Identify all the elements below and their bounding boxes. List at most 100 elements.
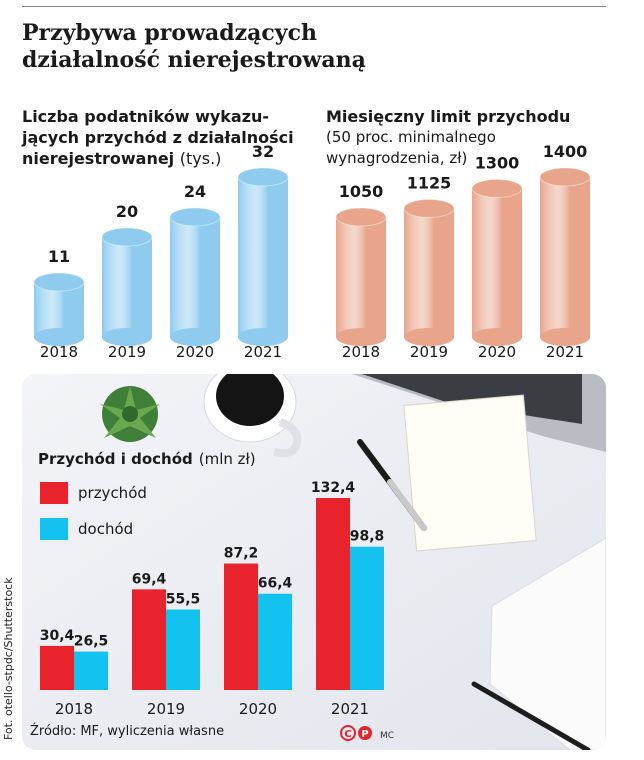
- photo-background: [22, 374, 606, 750]
- svg-text:P: P: [361, 729, 368, 740]
- year-label: 2021: [331, 700, 369, 718]
- cylinder-top: [237, 167, 289, 187]
- year-label: 2019: [410, 343, 448, 361]
- bar-value-label: 66,4: [258, 576, 293, 592]
- cylinder-base: [34, 328, 84, 346]
- year-label: 2020: [478, 343, 516, 361]
- year-label: 2021: [546, 343, 584, 361]
- copyright-logo: C P MC: [340, 725, 394, 741]
- value-label: 1400: [543, 142, 588, 161]
- cylinder-base: [540, 328, 590, 346]
- photo-credit: Fot. otello-stpdc/Shutterstock: [2, 577, 15, 740]
- year-label: 2018: [40, 343, 78, 361]
- legend-label: przychód: [78, 484, 147, 502]
- bar-value-label: 30,4: [40, 628, 75, 644]
- cylinder-shade: [170, 217, 220, 337]
- top-rule: [22, 6, 606, 7]
- bar-value-label: 87,2: [224, 546, 259, 562]
- year-label: 2020: [239, 700, 277, 718]
- cylinder-bar: [335, 207, 387, 346]
- cylinder-top: [471, 178, 523, 198]
- cylinder-shade: [472, 188, 522, 337]
- cylinder-shade: [102, 237, 152, 337]
- cylinder-base: [102, 328, 152, 346]
- legend-swatch: [40, 482, 68, 504]
- bar-chart-title: Przychód i dochód (mln zł): [38, 450, 256, 468]
- cylinder-shade: [404, 208, 454, 337]
- left-title-line-1: Liczba podatników wykazu-: [22, 107, 270, 126]
- cylinder-base: [336, 328, 386, 346]
- legend-label: dochód: [78, 520, 133, 538]
- author-signature: MC: [380, 731, 394, 741]
- cylinder-bar: [169, 207, 221, 346]
- cylinder-shade: [238, 177, 288, 337]
- bar-value-label: 69,4: [132, 571, 167, 587]
- desk-photo-illustration: [22, 374, 606, 750]
- right-chart-title: Miesięczny limit przychodu: [326, 107, 571, 126]
- pencil-icon: [471, 681, 591, 750]
- cylinder-shade: [336, 217, 386, 337]
- cylinder-base: [170, 328, 220, 346]
- cylinder-bar: [33, 272, 85, 346]
- cylinder-bar: [101, 227, 153, 346]
- year-label: 2018: [55, 700, 93, 718]
- bar-value-label: 132,4: [311, 480, 356, 496]
- bar: [132, 589, 166, 690]
- cylinder-top: [539, 167, 591, 187]
- notebook-icon: [489, 537, 606, 750]
- plant-icon: [100, 386, 160, 442]
- bar: [40, 645, 74, 690]
- bar: [316, 498, 350, 690]
- coffee-cup-icon: [203, 374, 302, 458]
- right-chart-subtitle: (50 proc. minimalnego wynagrodzenia, zł): [326, 128, 496, 167]
- cylinder-bar: [237, 167, 289, 346]
- spiral-notepad-icon: [403, 394, 537, 552]
- left-title-unit: (tys.): [179, 149, 222, 168]
- left-title-line-2: jących przychód z działalności: [22, 128, 294, 147]
- bar: [350, 546, 384, 690]
- cylinder-bar: [539, 167, 591, 346]
- left-title-bold: nierejestrowanej: [22, 149, 175, 168]
- source-note: Źródło: MF, wyliczenia własne: [30, 724, 225, 739]
- bar: [258, 593, 292, 690]
- cylinder-base: [472, 328, 522, 346]
- bar-value-label: 26,5: [74, 634, 109, 650]
- value-label: 1125: [407, 173, 452, 192]
- left-title-line-3: nierejestrowanej (tys.): [22, 148, 294, 169]
- year-label: 2020: [176, 343, 214, 361]
- value-label: 1050: [339, 182, 384, 201]
- cylinder-top: [101, 227, 153, 247]
- main-title: Przybywa prowadzących działalność nierej…: [22, 20, 366, 73]
- bar: [74, 651, 108, 690]
- pen-icon: [357, 439, 427, 531]
- value-label: 1300: [475, 153, 520, 172]
- chart-taxpayers: 11 2018 20 2019 24 2020 32 2021: [33, 142, 289, 361]
- value-label: 32: [252, 142, 274, 161]
- year-label: 2019: [108, 343, 146, 361]
- cylinder-shade: [540, 177, 590, 337]
- cylinder-bar: [471, 178, 523, 346]
- cylinder-top: [33, 272, 85, 292]
- bar: [166, 609, 200, 690]
- value-label: 11: [48, 247, 70, 266]
- legend-swatch: [40, 518, 68, 540]
- cylinder-top: [335, 207, 387, 227]
- bar-value-label: 98,8: [350, 529, 385, 545]
- value-label: 20: [116, 202, 138, 221]
- svg-text:C: C: [344, 729, 351, 740]
- year-label: 2021: [244, 343, 282, 361]
- cylinder-top: [169, 207, 221, 227]
- left-chart-title: Liczba podatników wykazu- jących przychó…: [22, 106, 294, 169]
- cylinder-base: [404, 328, 454, 346]
- value-label: 24: [184, 182, 206, 201]
- cylinder-top: [403, 198, 455, 218]
- year-label: 2019: [147, 700, 185, 718]
- chart-income-limit: 1050 2018 1125 2019 1300 2020 1400 2021: [335, 142, 591, 361]
- cylinder-bar: [403, 198, 455, 346]
- year-label: 2018: [342, 343, 380, 361]
- bar-value-label: 55,5: [166, 592, 201, 608]
- cylinder-shade: [34, 282, 84, 337]
- bar: [224, 563, 258, 690]
- cylinder-base: [238, 328, 288, 346]
